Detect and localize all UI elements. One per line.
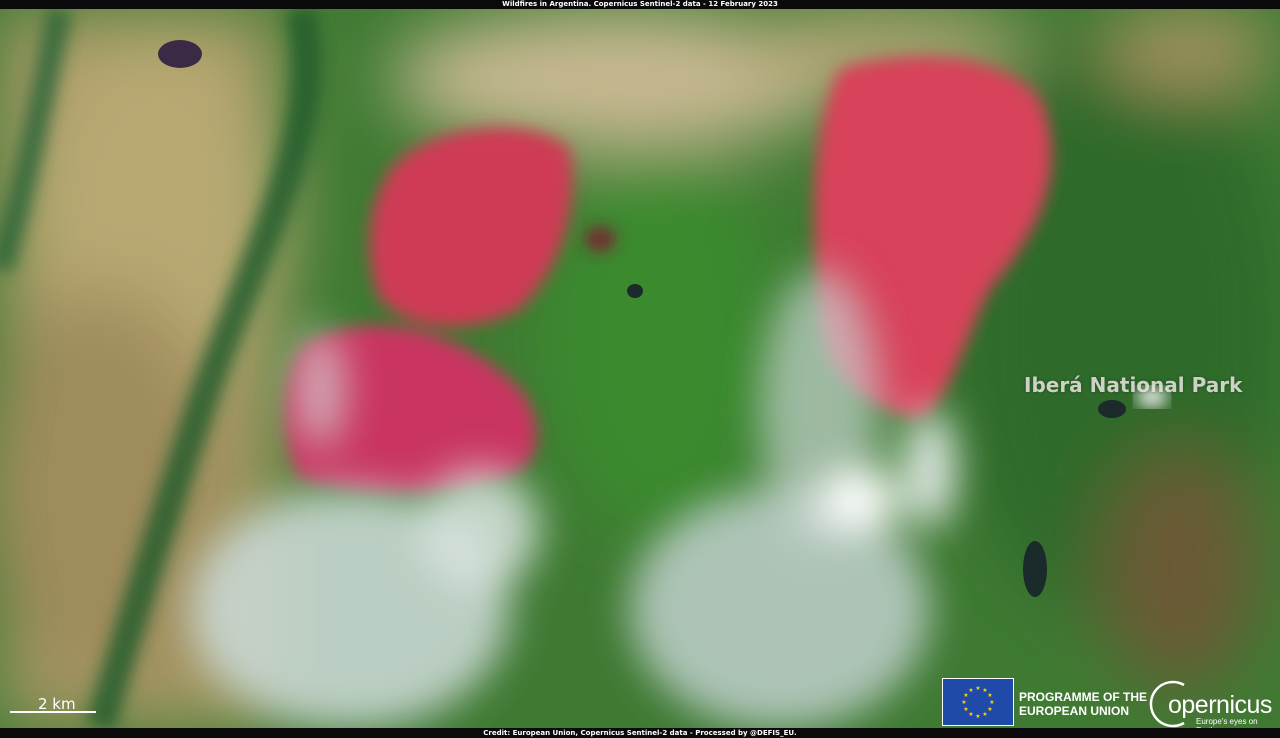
svg-text:★: ★	[963, 706, 968, 713]
place-label-ibera: Iberá National Park	[1024, 373, 1243, 397]
svg-text:★: ★	[961, 699, 966, 706]
satellite-image: Iberá National Park 2 km ★ ★ ★ ★ ★ ★ ★ ★ ★ ★ ★ ★ PR…	[0, 9, 1280, 728]
image-credit: Credit: European Union, Copernicus Senti…	[0, 728, 1280, 738]
svg-text:★: ★	[987, 692, 992, 699]
svg-text:★: ★	[987, 706, 992, 713]
smoke-plumes	[190, 269, 955, 728]
svg-text:★: ★	[975, 713, 980, 720]
svg-text:★: ★	[968, 711, 973, 718]
svg-text:★: ★	[989, 699, 994, 706]
eu-flag-logo: ★ ★ ★ ★ ★ ★ ★ ★ ★ ★ ★ ★	[942, 678, 1014, 726]
eu-programme-text: PROGRAMME OF THE EUROPEAN UNION	[1019, 690, 1147, 718]
svg-text:★: ★	[982, 711, 987, 718]
scale-bar: 2 km	[10, 695, 96, 717]
eu-text-line2: EUROPEAN UNION	[1019, 704, 1130, 718]
copernicus-logo: opernicus Europe's eyes on Earth	[1144, 679, 1274, 728]
eu-stars-icon: ★ ★★★★★★★★★★★	[961, 685, 994, 720]
copernicus-arc-icon	[1149, 680, 1185, 728]
copernicus-wordmark: opernicus	[1168, 691, 1272, 719]
burn-scar-areas	[285, 56, 1052, 494]
eu-text-line1: PROGRAMME OF THE	[1019, 690, 1147, 704]
image-title: Wildfires in Argentina. Copernicus Senti…	[0, 0, 1280, 9]
satellite-scene	[0, 9, 1280, 728]
svg-text:★: ★	[975, 685, 980, 692]
svg-text:★: ★	[968, 687, 973, 694]
copernicus-tagline: Europe's eyes on Earth	[1196, 717, 1258, 728]
scale-label: 2 km	[38, 695, 76, 713]
scale-line	[10, 711, 96, 713]
svg-text:★: ★	[982, 687, 987, 694]
svg-text:★: ★	[963, 692, 968, 699]
